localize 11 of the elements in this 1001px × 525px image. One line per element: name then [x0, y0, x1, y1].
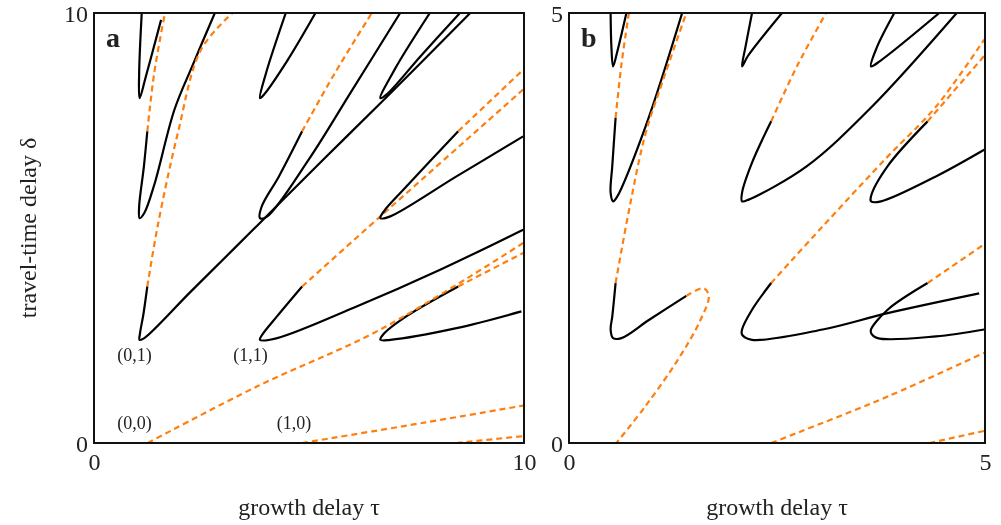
x-tick-label: 10 — [512, 449, 537, 476]
annotation: (0,1) — [117, 345, 152, 367]
x-axis-title: growth delay τ — [238, 494, 381, 520]
chart-title: a — [106, 22, 120, 53]
annotation: (1,0) — [276, 413, 312, 435]
y-axis-title: travel-time delay δ — [15, 137, 41, 319]
x-tick-label: 5 — [979, 449, 992, 476]
chart-title: b — [581, 22, 597, 53]
annotation: (1,1) — [233, 345, 268, 367]
annotation: (0,0) — [117, 413, 152, 435]
x-axis-title: growth delay τ — [706, 494, 849, 520]
